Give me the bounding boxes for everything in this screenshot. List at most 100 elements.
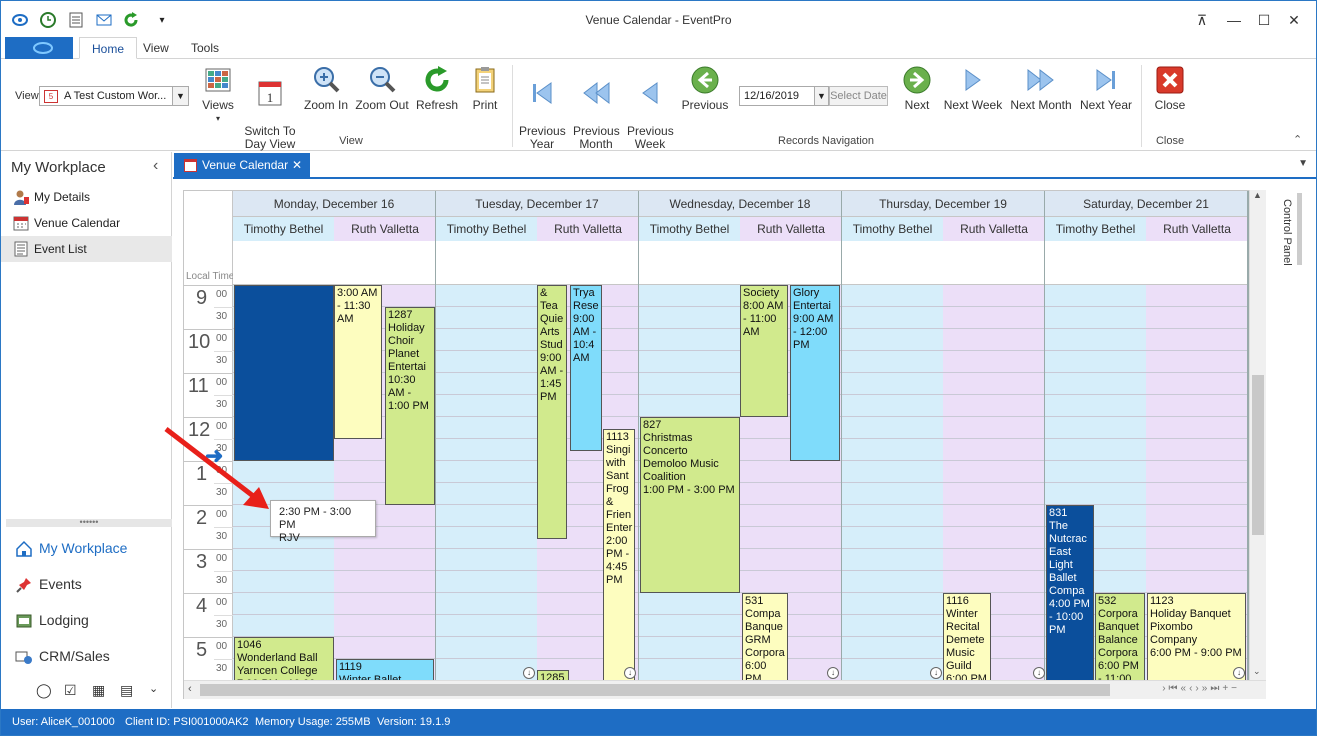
event-appointment[interactable]: 1113 Singi with Sant Frog & Frien Enter … [603, 429, 635, 681]
next-week-button[interactable]: Next Week [943, 65, 1003, 112]
event-appointment[interactable] [234, 285, 334, 461]
zoom-out-button[interactable]: Zoom Out [355, 65, 409, 112]
all-day-area[interactable] [233, 242, 334, 285]
control-panel-handle[interactable] [1297, 193, 1302, 265]
event-appointment[interactable]: Trya Rese 9:00 AM - 10:4 AM [570, 285, 602, 451]
day-header[interactable]: Tuesday, December 17 [436, 191, 639, 217]
chevron-down-icon[interactable]: ▼ [172, 87, 188, 105]
resource-header[interactable]: Ruth Valletta [943, 217, 1045, 242]
app-logo-icon[interactable] [11, 11, 29, 29]
all-day-area[interactable] [740, 242, 842, 285]
next-year-button[interactable]: Next Year [1079, 65, 1133, 112]
collapse-panel-icon[interactable]: ‹ [153, 157, 159, 174]
nav-item-my-details[interactable]: My Details [1, 184, 172, 210]
nav-item-event-list[interactable]: Event List [1, 236, 172, 262]
module-events[interactable]: Events [1, 569, 172, 599]
app-menu-button[interactable] [5, 37, 73, 59]
vertical-scroll-thumb[interactable] [1252, 375, 1264, 535]
event-appointment[interactable]: 531 Compa Banque GRM Corpora 6:00 PM - 1… [742, 593, 788, 681]
resource-header[interactable]: Ruth Valletta [740, 217, 842, 242]
customize-toolbar-icon[interactable]: ▾ [159, 14, 165, 26]
tab-menu-icon[interactable]: ▼ [1298, 158, 1308, 169]
tab-home[interactable]: Home [79, 37, 138, 59]
module-lodging[interactable]: Lodging [1, 605, 172, 635]
event-appointment[interactable]: Glory Entertai 9:00 AM - 12:00 PM [790, 285, 840, 461]
day-header[interactable]: Saturday, December 21 [1045, 191, 1248, 217]
resource-header[interactable]: Timothy Bethel [436, 217, 537, 242]
event-appointment[interactable]: 1119 Winter Ballet [336, 659, 434, 681]
close-tab-icon[interactable]: ✕ [291, 158, 302, 172]
maximize-button[interactable]: ☐ [1257, 12, 1271, 28]
print-button[interactable]: Print [467, 65, 503, 112]
previous-button[interactable]: Previous [681, 65, 729, 112]
resource-header[interactable]: Ruth Valletta [1146, 217, 1248, 242]
panel-splitter[interactable]: •••••• [6, 518, 172, 527]
horizontal-scrollbar[interactable]: ‹ ›⏮«‹›»⏭+− [184, 680, 1266, 699]
refresh-button[interactable]: Refresh [415, 65, 459, 112]
resource-header[interactable]: Timothy Bethel [1045, 217, 1146, 242]
day-header[interactable]: Monday, December 16 [233, 191, 436, 217]
collapse-ribbon-icon[interactable]: ⌃ [1293, 134, 1303, 146]
all-day-area[interactable] [1045, 242, 1146, 285]
resource-header[interactable]: Timothy Bethel [842, 217, 943, 242]
vertical-scrollbar[interactable]: ▲ ⌄ [1249, 190, 1266, 680]
more-events-icon[interactable]: ↓ [523, 667, 535, 679]
event-appointment[interactable]: & Tea Quie Arts Stud 9:00 AM - 1:45 PM [537, 285, 567, 539]
day-header[interactable]: Thursday, December 19 [842, 191, 1045, 217]
scroll-down-icon[interactable]: ⌄ [1253, 666, 1261, 676]
more-events-icon[interactable]: ↓ [930, 667, 942, 679]
tab-view[interactable]: View [143, 41, 169, 55]
refresh-icon[interactable] [122, 11, 140, 29]
close-button[interactable]: Close [1151, 65, 1189, 112]
select-date-button[interactable]: Select Date [829, 86, 888, 106]
minimize-button[interactable]: — [1227, 12, 1241, 28]
event-appointment[interactable]: Society 8:00 AM - 11:00 AM [740, 285, 788, 417]
close-window-button[interactable]: ✕ [1288, 12, 1300, 28]
event-appointment[interactable]: 532 Corpora Banquet Balance Corpora 6:00… [1095, 593, 1145, 681]
scroll-left-icon[interactable]: ‹ [188, 683, 192, 695]
tab-venue-calendar[interactable]: Venue Calendar ✕ [174, 153, 310, 178]
resource-header[interactable]: Timothy Bethel [233, 217, 334, 242]
event-appointment[interactable]: 1123 Holiday Banquet Pixombo Company 6:0… [1147, 593, 1246, 681]
ribbon-display-icon[interactable]: ⊼ [1196, 12, 1208, 28]
control-panel[interactable]: Control Panel [1269, 181, 1316, 701]
horizontal-scroll-thumb[interactable] [200, 684, 1110, 696]
resource-time-column[interactable] [943, 285, 1045, 681]
clock-icon[interactable] [39, 11, 57, 29]
date-input[interactable]: 12/16/2019 ▼ [739, 86, 829, 106]
event-appointment[interactable]: 827 Christmas Concerto Demoloo Music Coa… [640, 417, 740, 593]
event-appointment[interactable]: 3:00 AM - 11:30 AM [334, 285, 382, 439]
previous-week-button[interactable]: Previous Week [627, 65, 674, 164]
all-day-area[interactable] [943, 242, 1045, 285]
previous-year-button[interactable]: Previous Year [519, 65, 566, 164]
event-appointment[interactable]: 831 The Nutcrac East Light Ballet Compa … [1046, 505, 1094, 681]
module-my-workplace[interactable]: My Workplace [1, 533, 172, 563]
more-events-icon[interactable]: ↓ [827, 667, 839, 679]
all-day-area[interactable] [842, 242, 943, 285]
tab-tools[interactable]: Tools [191, 41, 220, 55]
all-day-area[interactable] [1146, 242, 1248, 285]
view-select[interactable]: 5 A Test Custom Wor... ▼ [39, 86, 189, 106]
more-events-icon[interactable]: ↓ [1033, 667, 1045, 679]
resource-time-column[interactable] [436, 285, 537, 681]
chat-bubble-icon[interactable]: ◯ [36, 682, 52, 698]
all-day-area[interactable] [334, 242, 436, 285]
views-button[interactable]: Views ▾ [199, 65, 237, 125]
resource-header[interactable]: Ruth Valletta [537, 217, 639, 242]
more-events-icon[interactable]: ↓ [1233, 667, 1245, 679]
all-day-area[interactable] [436, 242, 537, 285]
calculator-icon[interactable]: ▦ [92, 682, 106, 698]
chevron-down-icon[interactable]: ▼ [814, 87, 828, 105]
all-day-area[interactable] [639, 242, 740, 285]
scroll-up-icon[interactable]: ▲ [1253, 190, 1262, 200]
switch-day-view-button[interactable]: 1 Switch To Day View [244, 65, 296, 164]
resource-header[interactable]: Ruth Valletta [334, 217, 436, 242]
resource-header[interactable]: Timothy Bethel [639, 217, 740, 242]
next-button[interactable]: Next [897, 65, 937, 112]
module-crm-sales[interactable]: CRM/Sales [1, 641, 172, 671]
next-month-button[interactable]: Next Month [1009, 65, 1073, 112]
day-header[interactable]: Wednesday, December 18 [639, 191, 842, 217]
checklist-icon[interactable]: ☑ [64, 682, 77, 698]
event-appointment[interactable]: 1287 Holiday Choir Planet Entertai 10:30… [385, 307, 435, 505]
event-appointment[interactable]: 1046 Wonderland Ball Yarncen College 7:0… [234, 637, 334, 681]
